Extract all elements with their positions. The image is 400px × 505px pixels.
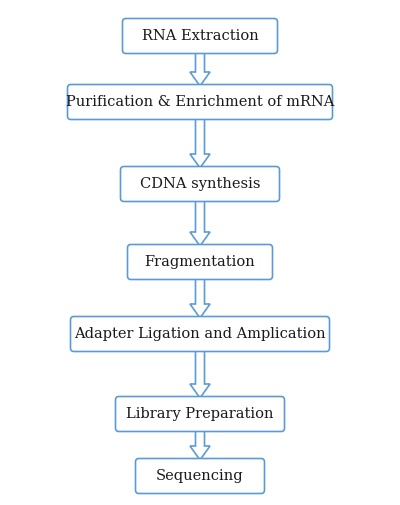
Text: Sequencing: Sequencing <box>156 469 244 483</box>
FancyBboxPatch shape <box>128 244 272 279</box>
Polygon shape <box>190 430 210 460</box>
Text: RNA Extraction: RNA Extraction <box>142 29 258 43</box>
FancyBboxPatch shape <box>136 459 264 493</box>
Text: Fragmentation: Fragmentation <box>145 255 255 269</box>
FancyBboxPatch shape <box>68 84 332 120</box>
Polygon shape <box>190 200 210 246</box>
Text: CDNA synthesis: CDNA synthesis <box>140 177 260 191</box>
FancyBboxPatch shape <box>120 167 280 201</box>
Polygon shape <box>190 278 210 318</box>
Text: Purification & Enrichment of mRNA: Purification & Enrichment of mRNA <box>66 95 334 109</box>
Text: Adapter Ligation and Amplication: Adapter Ligation and Amplication <box>74 327 326 341</box>
Polygon shape <box>190 52 210 86</box>
FancyBboxPatch shape <box>70 317 330 351</box>
Polygon shape <box>190 350 210 398</box>
FancyBboxPatch shape <box>116 396 284 431</box>
Polygon shape <box>190 118 210 168</box>
FancyBboxPatch shape <box>122 19 278 54</box>
Text: Library Preparation: Library Preparation <box>126 407 274 421</box>
